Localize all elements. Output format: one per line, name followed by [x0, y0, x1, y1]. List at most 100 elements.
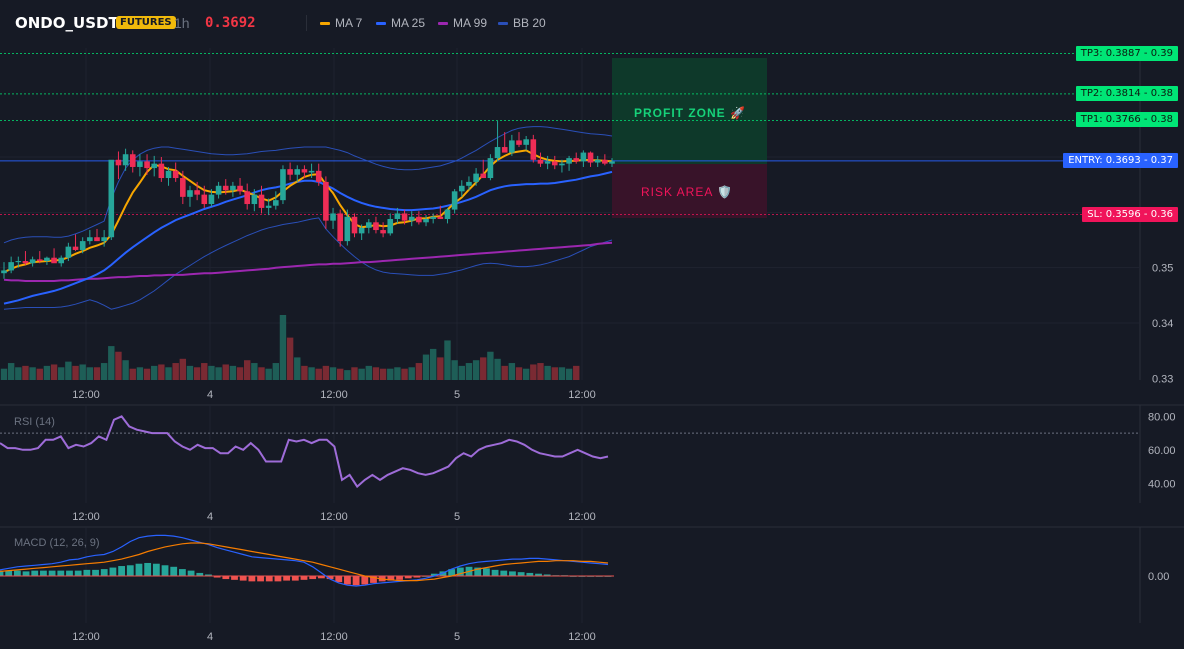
legend-ma7-label: MA 7: [335, 16, 363, 30]
candle-body: [458, 185, 465, 192]
rsi-pane: 80.00 60.00 40.00: [0, 411, 1176, 490]
macd-histogram-bar: [509, 571, 516, 576]
volume-bar: [372, 367, 380, 380]
candle-body: [387, 218, 394, 234]
volume-bar: [186, 365, 194, 380]
macd-histogram-bar: [74, 570, 82, 576]
chart-header: ONDO_USDT FUTURES 1h 0.3692 MA 7 MA 25 M…: [0, 0, 1184, 46]
volume-bar: [115, 351, 122, 380]
candle-body: [494, 147, 501, 159]
volume-bar: [65, 361, 72, 380]
candle-body: [44, 257, 50, 262]
volume-bar: [379, 368, 387, 380]
volume-bar: [258, 367, 265, 380]
macd-histogram-bar: [170, 566, 178, 576]
futures-badge: FUTURES: [116, 16, 176, 29]
candle-body: [251, 194, 258, 205]
legend-ma99[interactable]: MA 99: [438, 16, 487, 30]
volume-bar: [301, 365, 308, 380]
moving-averages: [3, 149, 613, 305]
candle-body: [358, 227, 365, 234]
time-tick-label: 5: [454, 511, 460, 523]
volume-bar: [530, 364, 537, 380]
volume-bar: [351, 367, 358, 380]
candle-body: [144, 161, 150, 169]
macd-histogram-bar: [404, 576, 412, 579]
bb-upper-line: [3, 126, 613, 244]
volume-bar: [265, 368, 272, 380]
candle-body: [280, 169, 286, 201]
candle-body: [180, 178, 186, 197]
volume-bar: [515, 367, 523, 380]
volume-bar: [165, 367, 172, 380]
candle-body: [215, 185, 222, 195]
volume-bar: [508, 363, 516, 380]
macd-histogram-bar: [526, 572, 534, 576]
candle-body: [573, 158, 580, 162]
main-gridlines: [0, 48, 1140, 623]
time-tick-label: 5: [454, 389, 460, 401]
macd-histogram-bar: [456, 567, 464, 576]
symbol-name[interactable]: ONDO_USDT: [15, 14, 119, 32]
macd-histogram-bar: [335, 576, 343, 583]
volume-bar: [544, 365, 551, 380]
volume-bar: [422, 354, 430, 380]
volume-bar: [286, 337, 294, 380]
candle-body: [416, 216, 422, 223]
legend-ma25[interactable]: MA 25: [376, 16, 425, 30]
candle-body: [530, 139, 537, 160]
volume-bar: [50, 364, 58, 380]
ma7-line: [3, 149, 613, 274]
volume-bar: [408, 367, 415, 380]
ma25-swatch-icon: [376, 22, 386, 26]
macd-histogram-bar: [66, 570, 73, 576]
bb20-swatch-icon: [498, 22, 508, 26]
candlesticks: [1, 121, 615, 279]
candle-body: [208, 194, 215, 205]
candle-body: [466, 181, 472, 186]
volume-bar: [444, 340, 451, 380]
profit-zone-box: [612, 58, 767, 164]
ma99-swatch-icon: [438, 22, 448, 26]
volume-bar: [229, 365, 237, 380]
candle-body: [129, 154, 136, 167]
volume-bar: [93, 367, 101, 380]
volume-bar: [0, 368, 8, 380]
candle-body: [580, 152, 587, 162]
level-tag: TP2: 0.3814 - 0.38: [1075, 85, 1178, 101]
macd-histogram-bar: [187, 570, 195, 576]
legend-ma99-label: MA 99: [453, 16, 488, 30]
candle-body: [551, 161, 558, 166]
macd-line: [0, 534, 609, 587]
time-tick-label: 12:00: [568, 631, 596, 643]
macd-histogram-bar: [352, 576, 360, 586]
macd-histogram-bar: [500, 570, 508, 576]
legend-ma7[interactable]: MA 7: [320, 16, 362, 30]
candle-body: [394, 213, 401, 219]
macd-histogram-bar: [326, 576, 334, 580]
volume-bar: [401, 368, 408, 380]
candle-body: [337, 213, 343, 242]
candle-body: [201, 194, 208, 205]
candle-body: [537, 159, 544, 164]
candle-body: [609, 161, 615, 164]
time-axis-ticks: 12:00 4 12:00 5 12:00 12:00 4 12:00 5 12:00 12:00 4…: [72, 389, 596, 643]
time-tick-label: 5: [454, 631, 460, 643]
macd-pane: 0.00: [0, 534, 1169, 587]
candle-body: [8, 262, 14, 271]
timeframe-label[interactable]: 1h: [174, 15, 190, 31]
candle-body: [265, 205, 272, 208]
volume-bar: [365, 365, 372, 380]
candle-body: [1, 270, 7, 274]
header-divider: [306, 15, 307, 31]
macd-histogram-bar: [491, 569, 499, 576]
legend-bb20[interactable]: BB 20: [498, 16, 546, 30]
candle-body: [22, 261, 29, 264]
candle-body: [408, 216, 415, 221]
volume-bar: [279, 315, 287, 380]
macd-histogram-bar: [231, 576, 238, 580]
candle-body: [244, 191, 250, 205]
volume-bar: [358, 368, 365, 380]
candle-body: [430, 216, 436, 219]
